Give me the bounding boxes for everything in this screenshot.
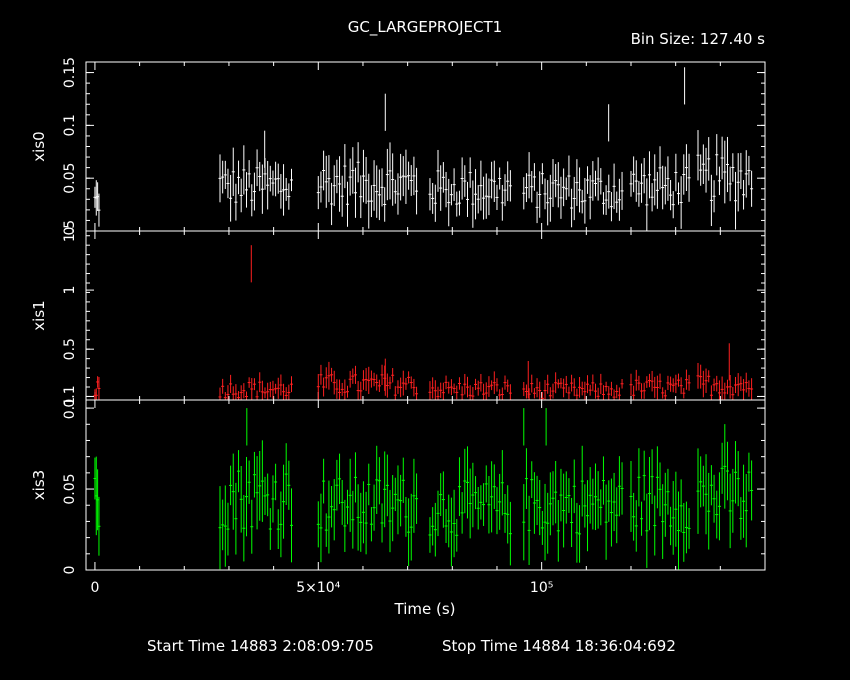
xis0-ylabel: xis0 [30, 131, 48, 161]
x-tick-label: 10⁵ [530, 580, 553, 596]
chart-title: GC_LARGEPROJECT1 [348, 18, 502, 37]
stop-time-label: Stop Time 14884 18:36:04:692 [442, 637, 676, 655]
xis1-ytick-label: 1.5 [62, 220, 78, 242]
xis0-ytick-label: 0.1 [62, 114, 78, 136]
xis1-ytick-label: 0.1 [62, 385, 78, 407]
xis3-ytick-label: 0.05 [62, 473, 78, 504]
bin-size-label: Bin Size: 127.40 s [631, 30, 766, 48]
xis3-ytick-label: 0.1 [62, 397, 78, 419]
xis3-ylabel: xis3 [30, 470, 48, 500]
xis3-frame [85, 399, 766, 571]
xis0-ytick-label: 0.05 [62, 163, 78, 194]
x-axis-label: Time (s) [394, 600, 456, 618]
xis1-ytick-label: 1 [62, 286, 78, 295]
panels-group: 0 0.05 0.1 0.15 xis0 0.1 0.5 1 1.5 xis1 0 0.05 0.1 xi… [30, 57, 766, 596]
xis0-ytick-label: 0.15 [62, 57, 78, 88]
xis1-frame [85, 230, 766, 401]
xis1-ylabel: xis1 [30, 300, 48, 330]
start-time-label: Start Time 14883 2:08:09:705 [147, 637, 374, 655]
xis3-ytick-label: 0 [62, 566, 78, 575]
x-tick-label: 5×10⁴ [296, 580, 340, 596]
x-tick-label: 0 [90, 580, 99, 596]
xis0-ytick-label: 0 [62, 227, 78, 236]
xis1-ytick-label: 0.5 [62, 338, 78, 360]
